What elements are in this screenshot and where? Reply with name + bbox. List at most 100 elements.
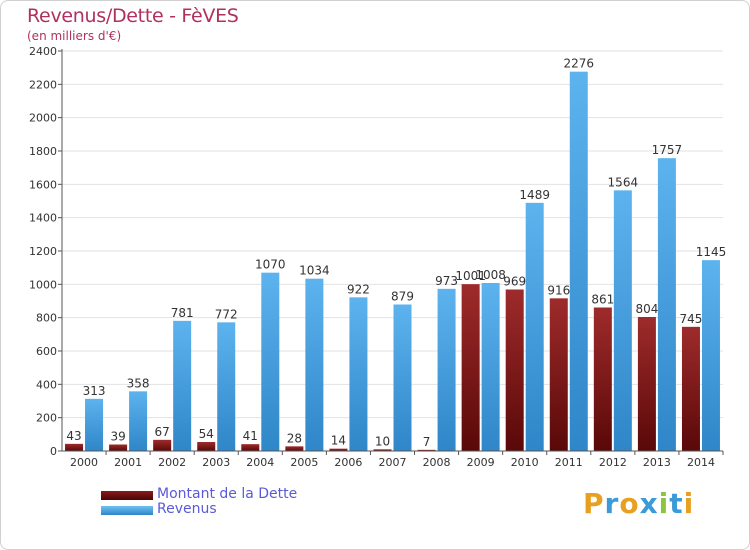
revenue-bar xyxy=(569,71,588,452)
x-tick-label: 2005 xyxy=(290,456,318,469)
debt-bar xyxy=(241,444,260,451)
x-tick-label: 2001 xyxy=(114,456,142,469)
proxiti-logo: Proxiti xyxy=(583,487,694,520)
debt-bar xyxy=(637,317,656,451)
logo-letter: t xyxy=(669,487,684,520)
x-tick-label: 2003 xyxy=(202,456,230,469)
debt-value-label: 969 xyxy=(503,275,526,289)
x-tick-label: 2008 xyxy=(423,456,451,469)
y-tick-label: 0 xyxy=(50,445,57,458)
revenue-bar xyxy=(481,283,500,451)
legend-swatch-revenus xyxy=(101,506,153,515)
revenue-bar xyxy=(85,398,104,451)
legend-label-revenus: Revenus xyxy=(157,501,217,517)
debt-bar xyxy=(285,446,304,451)
revenue-value-label: 358 xyxy=(127,376,150,390)
debt-bar xyxy=(65,443,84,451)
debt-value-label: 14 xyxy=(331,434,346,448)
revenue-value-label: 1564 xyxy=(608,175,639,189)
debt-value-label: 1001 xyxy=(455,269,486,283)
revenue-value-label: 973 xyxy=(435,274,458,288)
revenue-bar xyxy=(349,297,368,451)
revenue-bar xyxy=(393,304,412,451)
legend-label-dette: Montant de la Dette xyxy=(157,486,298,502)
debt-value-label: 67 xyxy=(155,425,170,439)
x-tick-label: 2010 xyxy=(511,456,539,469)
revenue-bar xyxy=(657,158,676,451)
revenue-value-label: 1034 xyxy=(299,264,330,278)
x-tick-label: 2012 xyxy=(599,456,627,469)
debt-value-label: 7 xyxy=(423,435,431,449)
debt-bar xyxy=(549,298,568,451)
debt-value-label: 804 xyxy=(635,302,658,316)
x-tick-label: 2000 xyxy=(70,456,98,469)
x-tick-label: 2014 xyxy=(687,456,715,469)
logo-letter: i xyxy=(683,487,695,520)
y-tick-label: 800 xyxy=(36,312,57,325)
revenue-bar xyxy=(613,190,632,452)
x-tick-label: 2013 xyxy=(643,456,671,469)
revenue-value-label: 781 xyxy=(171,306,194,320)
x-tick-label: 2009 xyxy=(467,456,495,469)
debt-value-label: 54 xyxy=(199,427,214,441)
revenue-value-label: 1070 xyxy=(255,258,286,272)
y-tick-label: 600 xyxy=(36,345,57,358)
debt-value-label: 916 xyxy=(547,283,570,297)
x-tick-label: 2011 xyxy=(555,456,583,469)
x-tick-label: 2002 xyxy=(158,456,186,469)
logo-letter: i xyxy=(658,487,670,520)
y-tick-label: 1000 xyxy=(29,278,57,291)
revenue-bar xyxy=(701,260,720,451)
x-tick-label: 2006 xyxy=(334,456,362,469)
revenue-value-label: 313 xyxy=(83,384,106,398)
revenue-value-label: 1489 xyxy=(519,188,550,202)
debt-bar xyxy=(197,442,216,451)
revenue-value-label: 1757 xyxy=(652,143,683,157)
debt-value-label: 43 xyxy=(66,429,81,443)
debt-bar xyxy=(505,289,524,451)
debt-bar xyxy=(329,448,348,451)
chart-subtitle: (en milliers d'€) xyxy=(27,29,122,43)
logo-letter: x xyxy=(639,487,659,520)
revenue-value-label: 1145 xyxy=(696,245,727,259)
logo-letter: P xyxy=(583,487,605,520)
debt-value-label: 861 xyxy=(591,293,614,307)
y-tick-label: 1800 xyxy=(29,145,57,158)
revenue-bar xyxy=(217,322,236,451)
debt-bar xyxy=(417,449,436,451)
y-tick-label: 2200 xyxy=(29,78,57,91)
debt-bar xyxy=(681,326,700,451)
debt-value-label: 10 xyxy=(375,434,390,448)
revenue-value-label: 879 xyxy=(391,290,414,304)
revenue-bar xyxy=(173,320,192,451)
y-tick-label: 400 xyxy=(36,378,57,391)
x-tick-label: 2007 xyxy=(379,456,407,469)
legend-swatch-dette xyxy=(101,491,153,500)
revenue-value-label: 1008 xyxy=(475,268,506,282)
logo-letter: r xyxy=(604,487,620,520)
y-tick-label: 1200 xyxy=(29,245,57,258)
revenue-bar xyxy=(129,391,148,451)
revenue-bar xyxy=(525,202,544,451)
revenue-value-label: 922 xyxy=(347,282,370,296)
debt-value-label: 41 xyxy=(243,429,258,443)
y-tick-label: 1400 xyxy=(29,212,57,225)
y-tick-label: 1600 xyxy=(29,178,57,191)
debt-bar xyxy=(373,449,392,451)
debt-bar xyxy=(153,439,172,451)
y-tick-label: 2000 xyxy=(29,112,57,125)
debt-bar xyxy=(593,307,612,451)
debt-value-label: 39 xyxy=(110,430,125,444)
debt-bar xyxy=(461,284,480,451)
chart-title: Revenus/Dette - FèVES xyxy=(27,5,239,27)
revenue-bar xyxy=(437,288,456,451)
revenue-bar xyxy=(305,278,324,451)
revenue-value-label: 2276 xyxy=(563,57,594,71)
logo-letter: o xyxy=(619,487,640,520)
y-tick-label: 2400 xyxy=(29,45,57,58)
y-tick-label: 200 xyxy=(36,412,57,425)
debt-bar xyxy=(109,444,128,451)
revenue-value-label: 772 xyxy=(215,307,238,321)
